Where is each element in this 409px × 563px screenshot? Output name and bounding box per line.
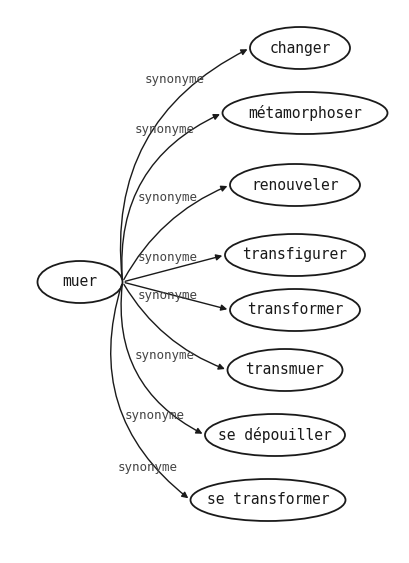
Text: transfigurer: transfigurer xyxy=(243,248,348,262)
Text: synonyme: synonyme xyxy=(138,191,198,204)
FancyArrowPatch shape xyxy=(121,285,201,433)
Text: muer: muer xyxy=(63,275,97,289)
FancyArrowPatch shape xyxy=(124,284,223,369)
FancyArrowPatch shape xyxy=(122,115,218,279)
FancyArrowPatch shape xyxy=(111,285,187,497)
Text: transformer: transformer xyxy=(247,302,343,318)
Text: synonyme: synonyme xyxy=(138,288,198,302)
Text: métamorphoser: métamorphoser xyxy=(248,105,362,121)
Text: synonyme: synonyme xyxy=(135,348,195,361)
Text: synonyme: synonyme xyxy=(118,462,178,475)
Text: se dépouiller: se dépouiller xyxy=(218,427,332,443)
FancyArrowPatch shape xyxy=(125,283,226,310)
Text: synonyme: synonyme xyxy=(145,74,205,87)
Text: synonyme: synonyme xyxy=(138,252,198,265)
Text: synonyme: synonyme xyxy=(135,123,195,136)
Text: changer: changer xyxy=(270,41,330,56)
FancyArrowPatch shape xyxy=(121,50,246,279)
FancyArrowPatch shape xyxy=(125,255,221,282)
Text: transmuer: transmuer xyxy=(246,363,324,378)
Text: se transformer: se transformer xyxy=(207,493,329,507)
Text: renouveler: renouveler xyxy=(251,177,339,193)
FancyArrowPatch shape xyxy=(124,186,226,280)
Text: synonyme: synonyme xyxy=(125,409,185,422)
